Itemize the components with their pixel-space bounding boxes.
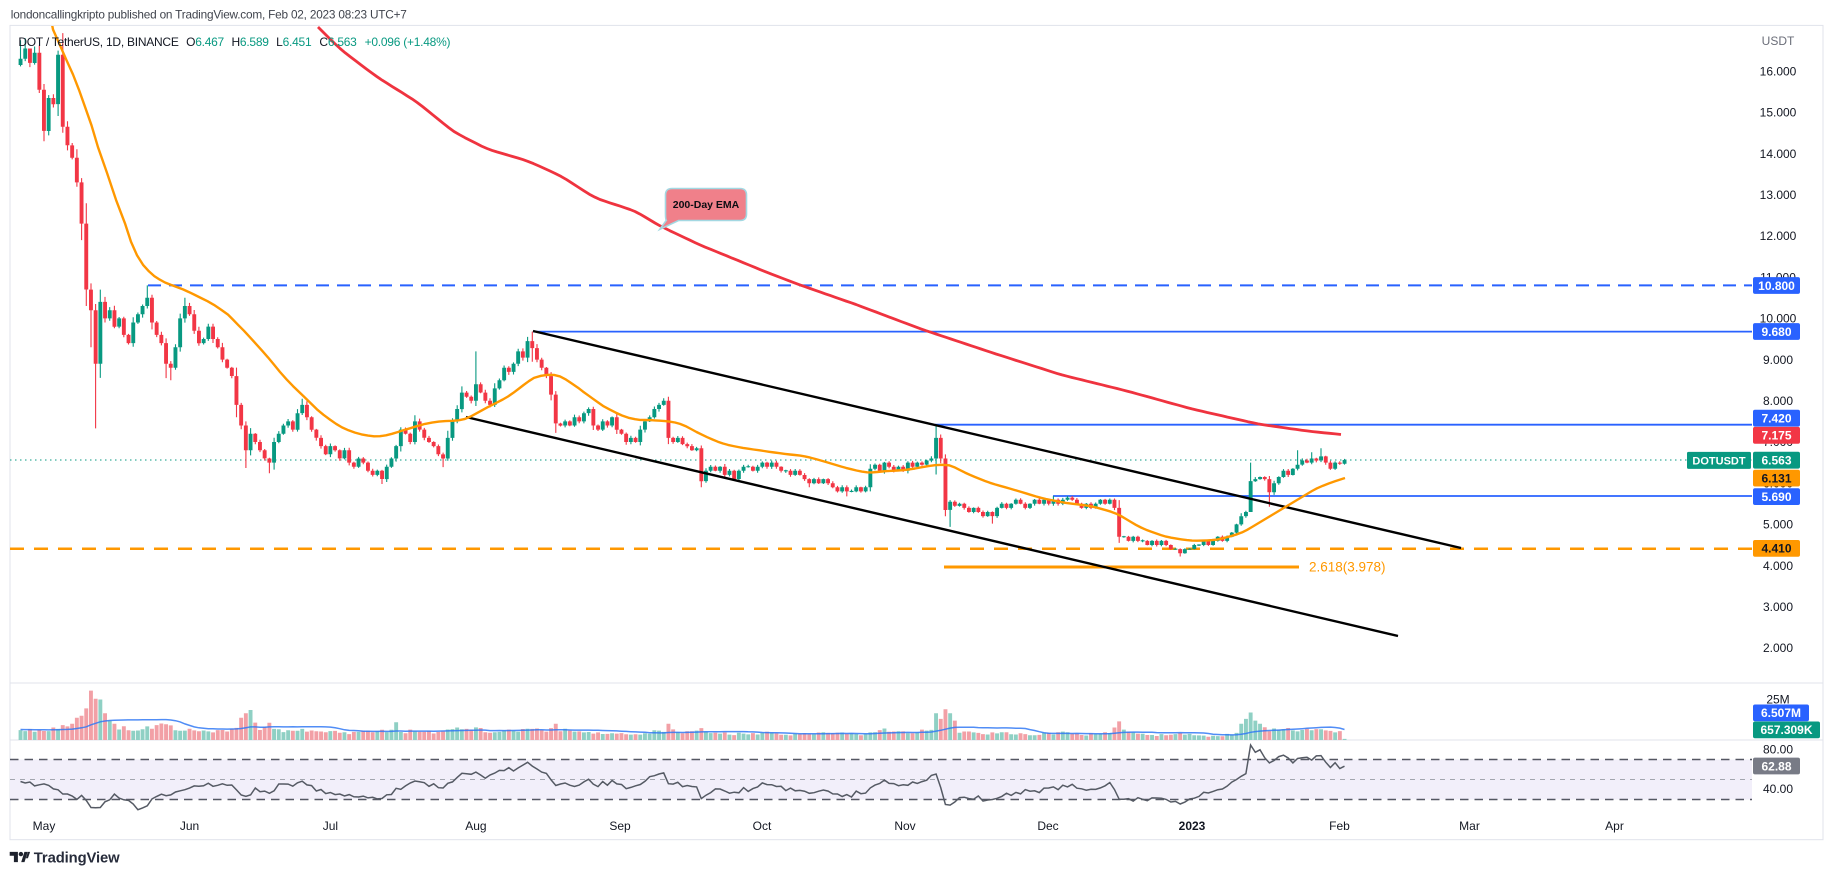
svg-text:Feb: Feb	[1329, 819, 1350, 833]
svg-text:200-Day EMA: 200-Day EMA	[673, 199, 740, 211]
svg-text:5.690: 5.690	[1761, 490, 1791, 504]
svg-text:4.000: 4.000	[1763, 559, 1793, 573]
svg-text:10.800: 10.800	[1758, 279, 1795, 293]
svg-text:3.000: 3.000	[1763, 600, 1793, 614]
svg-text:12.000: 12.000	[1760, 229, 1797, 243]
svg-text:4.410: 4.410	[1761, 542, 1791, 556]
svg-text:6.131: 6.131	[1761, 471, 1791, 485]
svg-text:14.000: 14.000	[1760, 147, 1797, 161]
svg-text:Apr: Apr	[1605, 819, 1624, 833]
svg-text:6.507M: 6.507M	[1761, 706, 1801, 720]
svg-text:7.175: 7.175	[1761, 429, 1791, 443]
svg-text:9.680: 9.680	[1761, 325, 1791, 339]
svg-text:80.00: 80.00	[1763, 742, 1793, 756]
svg-text:USDT: USDT	[1762, 34, 1795, 48]
svg-text:9.000: 9.000	[1763, 353, 1793, 367]
svg-text:10.000: 10.000	[1760, 312, 1797, 326]
svg-text:8.000: 8.000	[1763, 394, 1793, 408]
svg-text:6.563: 6.563	[1761, 454, 1791, 468]
svg-text:Jul: Jul	[323, 819, 338, 833]
svg-text:Aug: Aug	[465, 819, 486, 833]
svg-text:Dec: Dec	[1037, 819, 1058, 833]
svg-text:5.000: 5.000	[1763, 518, 1793, 532]
svg-text:13.000: 13.000	[1760, 188, 1797, 202]
svg-text:62.88: 62.88	[1761, 759, 1791, 773]
svg-text:2023: 2023	[1179, 819, 1206, 833]
svg-text:40.00: 40.00	[1763, 782, 1793, 796]
svg-text:25M: 25M	[1766, 693, 1789, 707]
svg-text:15.000: 15.000	[1760, 106, 1797, 120]
svg-text:657.309K: 657.309K	[1760, 723, 1812, 737]
svg-text:Sep: Sep	[609, 819, 631, 833]
svg-text:May: May	[33, 819, 56, 833]
svg-text:Oct: Oct	[753, 819, 772, 833]
svg-text:TradingView: TradingView	[34, 851, 120, 867]
svg-text:DOTUSDT: DOTUSDT	[1692, 455, 1745, 467]
svg-text:Nov: Nov	[894, 819, 915, 833]
svg-text:7.420: 7.420	[1761, 412, 1791, 426]
svg-text:Mar: Mar	[1459, 819, 1480, 833]
svg-text:Jun: Jun	[180, 819, 199, 833]
svg-text:2.618(3.978): 2.618(3.978)	[1309, 560, 1386, 575]
svg-text:16.000: 16.000	[1760, 64, 1797, 78]
svg-text:londoncallingkripto published: londoncallingkripto published on Trading…	[11, 7, 407, 21]
svg-text:2.000: 2.000	[1763, 641, 1793, 655]
